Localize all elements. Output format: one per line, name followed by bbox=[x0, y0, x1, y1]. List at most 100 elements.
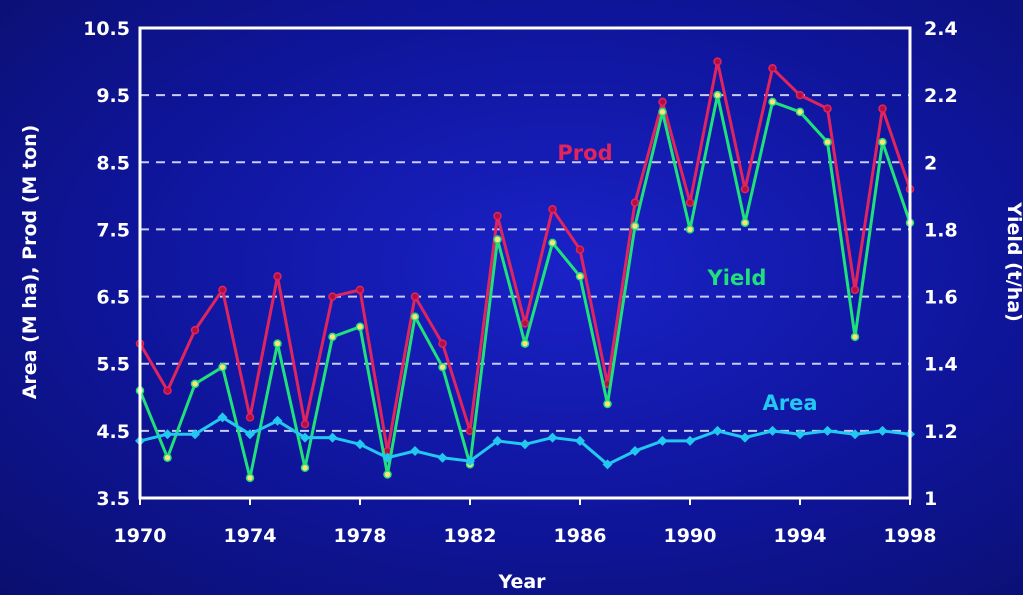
x-tick-label: 1990 bbox=[664, 525, 717, 547]
point-yield bbox=[658, 107, 667, 117]
x-tick-label: 1978 bbox=[334, 525, 387, 547]
x-axis-title: Year bbox=[497, 571, 546, 593]
series-label-yield: Yield bbox=[707, 266, 767, 290]
point-yield bbox=[245, 473, 255, 483]
y-left-tick-label: 6.5 bbox=[96, 287, 130, 309]
y-left-tick-labels: 3.5 4.5 5.5 6.5 7.5 8.5 9.5 10.5 bbox=[83, 18, 130, 510]
y-right-axis-title: Yield (t/ha) bbox=[1003, 201, 1023, 322]
point-prod bbox=[245, 413, 255, 422]
point-area bbox=[410, 446, 420, 456]
point-prod bbox=[163, 386, 172, 395]
y-right-tick-label: 1.6 bbox=[924, 287, 958, 309]
y-right-tick-label: 1.8 bbox=[924, 219, 958, 241]
point-prod bbox=[713, 57, 722, 66]
point-yield bbox=[850, 332, 860, 342]
point-area bbox=[190, 429, 200, 440]
y-left-tick-label: 5.5 bbox=[96, 354, 130, 376]
y-left-axis-title: Area (M ha), Prod (M ton) bbox=[19, 125, 41, 400]
x-tick-label: 1974 bbox=[224, 525, 277, 547]
point-yield bbox=[218, 362, 227, 372]
point-yield bbox=[548, 238, 557, 248]
point-area bbox=[327, 432, 338, 443]
point-yield bbox=[878, 137, 887, 147]
point-yield bbox=[410, 312, 420, 321]
point-prod bbox=[685, 198, 695, 207]
point-yield bbox=[493, 235, 502, 244]
point-yield bbox=[768, 97, 777, 107]
y-right-tick-labels: 1 1.2 1.4 1.6 1.8 2 2.2 2.4 bbox=[924, 18, 958, 510]
point-yield bbox=[575, 272, 585, 281]
point-area bbox=[630, 446, 640, 456]
point-yield bbox=[300, 463, 310, 473]
series-line-yield bbox=[138, 93, 912, 480]
point-area bbox=[685, 435, 695, 446]
point-yield bbox=[685, 225, 695, 234]
y-right-tick-label: 1.2 bbox=[924, 421, 958, 443]
point-prod bbox=[575, 245, 585, 254]
point-yield bbox=[823, 137, 832, 147]
point-area bbox=[850, 429, 860, 440]
point-prod bbox=[630, 198, 640, 207]
point-yield bbox=[740, 218, 750, 227]
point-area bbox=[740, 432, 750, 443]
plot-frame bbox=[138, 26, 912, 500]
y-right-tick-label: 1 bbox=[924, 488, 937, 510]
point-area bbox=[382, 452, 393, 463]
point-area bbox=[217, 412, 228, 423]
point-yield bbox=[163, 453, 172, 462]
point-yield bbox=[630, 221, 640, 231]
point-prod bbox=[740, 184, 750, 194]
point-prod bbox=[300, 419, 310, 429]
y-left-tick-label: 7.5 bbox=[96, 219, 130, 241]
point-yield bbox=[383, 470, 392, 479]
point-area bbox=[575, 435, 585, 446]
point-yield bbox=[190, 379, 200, 389]
point-area bbox=[547, 432, 558, 443]
point-prod bbox=[548, 205, 557, 214]
y-right-tick-label: 1.4 bbox=[924, 354, 958, 376]
point-yield bbox=[713, 90, 722, 100]
point-area bbox=[162, 429, 173, 440]
y-left-tick-label: 10.5 bbox=[83, 18, 130, 40]
series-label-prod: Prod bbox=[557, 141, 612, 165]
x-tick-label: 1998 bbox=[884, 525, 937, 547]
point-area bbox=[767, 425, 778, 436]
point-prod bbox=[520, 319, 530, 328]
point-prod bbox=[190, 325, 200, 335]
point-area bbox=[712, 425, 723, 436]
point-yield bbox=[438, 362, 447, 372]
x-tick-labels: 1970 1974 1978 1982 1986 1990 1994 1998 bbox=[114, 498, 937, 547]
point-prod bbox=[355, 285, 365, 295]
point-area bbox=[465, 456, 475, 467]
series-label-area: Area bbox=[762, 391, 817, 415]
point-prod bbox=[410, 292, 420, 301]
point-prod bbox=[438, 339, 447, 348]
point-yield bbox=[355, 322, 365, 332]
point-yield bbox=[603, 399, 612, 409]
point-area bbox=[300, 432, 310, 443]
gridlines bbox=[140, 94, 910, 432]
x-tick-label: 1982 bbox=[444, 525, 497, 547]
y-left-tick-label: 4.5 bbox=[96, 421, 130, 443]
point-area bbox=[877, 425, 888, 436]
point-area bbox=[795, 429, 805, 440]
point-prod bbox=[823, 104, 832, 113]
point-area bbox=[437, 452, 448, 463]
point-prod bbox=[878, 104, 887, 113]
series-layer bbox=[135, 57, 915, 483]
point-prod bbox=[795, 90, 805, 100]
point-area bbox=[520, 439, 530, 450]
point-prod bbox=[850, 285, 860, 295]
x-tick-label: 1970 bbox=[114, 525, 167, 547]
y-left-tick-label: 3.5 bbox=[96, 488, 130, 510]
point-yield bbox=[795, 107, 805, 117]
y-right-tick-label: 2.2 bbox=[924, 85, 958, 107]
y-right-tick-label: 2.4 bbox=[924, 18, 958, 40]
point-area bbox=[355, 439, 365, 450]
x-tick-label: 1986 bbox=[554, 525, 607, 547]
point-yield bbox=[273, 339, 282, 348]
point-prod bbox=[273, 272, 282, 281]
point-prod bbox=[493, 211, 502, 221]
point-yield bbox=[520, 339, 530, 348]
